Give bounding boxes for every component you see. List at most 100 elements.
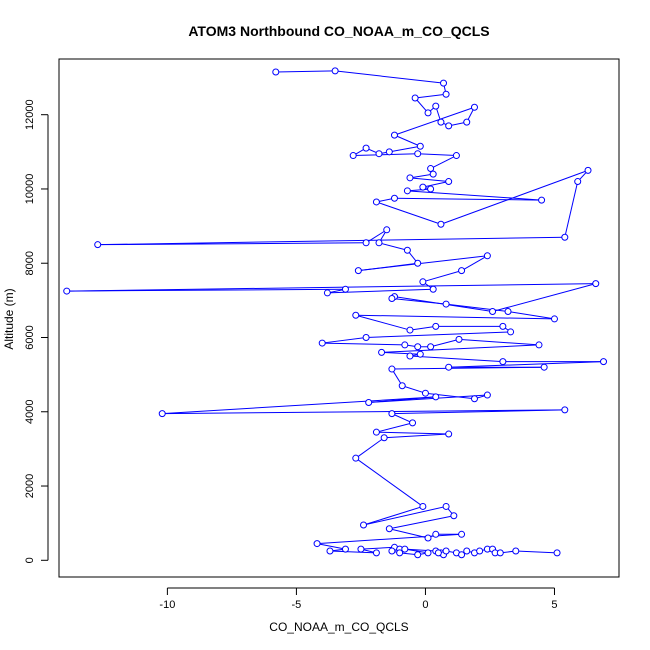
series-segment <box>355 437 385 459</box>
data-point <box>63 287 71 295</box>
data-point <box>362 144 370 152</box>
data-point <box>442 547 450 555</box>
data-point <box>429 170 437 178</box>
series-segment <box>363 505 424 526</box>
data-point <box>561 406 569 414</box>
data-point <box>507 328 515 336</box>
data-point <box>390 131 398 139</box>
data-point <box>442 300 450 308</box>
series-segment <box>409 355 503 363</box>
data-point <box>561 233 569 241</box>
series-segment <box>376 201 442 225</box>
data-point <box>326 547 334 555</box>
data-point <box>470 103 478 111</box>
data-point <box>313 540 321 548</box>
data-point <box>372 428 380 436</box>
series-lines <box>66 70 604 556</box>
data-point <box>432 322 440 330</box>
series-segment <box>322 342 405 346</box>
data-point <box>445 178 453 186</box>
data-point <box>442 502 450 510</box>
data-point <box>398 382 406 390</box>
data-point <box>341 545 349 553</box>
data-point <box>414 551 422 559</box>
data-point <box>470 395 478 403</box>
data-point <box>94 241 102 249</box>
data-point <box>483 252 491 260</box>
data-point <box>419 278 427 286</box>
data-point <box>378 348 386 356</box>
series-segment <box>329 550 377 554</box>
y-tick-label: 0 <box>24 557 36 563</box>
data-point <box>375 239 383 247</box>
series-segment <box>415 93 447 99</box>
data-point <box>424 109 432 117</box>
series-segment <box>448 361 604 368</box>
series-segment <box>417 153 457 157</box>
series-segment <box>407 190 542 201</box>
plot-frame <box>58 58 620 578</box>
series-segment <box>407 188 431 192</box>
data-point <box>375 150 383 158</box>
series-segment <box>409 173 434 179</box>
series-segment <box>360 546 395 550</box>
series-segment <box>391 366 545 370</box>
data-point <box>411 94 419 102</box>
series-segment <box>409 177 449 183</box>
series-segment <box>366 331 511 338</box>
series-segment <box>275 70 336 73</box>
series-segment <box>430 338 460 348</box>
data-point <box>452 152 460 160</box>
series-segment <box>564 181 579 238</box>
x-axis-label: CO_NOAA_m_CO_QCLS <box>269 620 408 634</box>
series-segment <box>363 505 447 526</box>
data-point <box>550 315 558 323</box>
data-point <box>421 389 429 397</box>
data-point <box>385 525 393 533</box>
data-point <box>365 398 373 406</box>
data-point <box>158 410 166 418</box>
data-point <box>592 280 600 288</box>
series-segment <box>381 344 540 353</box>
series-segment <box>389 515 454 530</box>
series-segment <box>422 270 462 283</box>
series-segment <box>353 153 418 157</box>
y-tick-label: 2000 <box>24 474 36 498</box>
y-axis-label: Altitude (m) <box>2 288 16 349</box>
series-segment <box>446 303 509 312</box>
data-point <box>380 434 388 442</box>
data-point <box>427 343 435 351</box>
series-segment <box>97 236 565 246</box>
data-point <box>445 363 453 371</box>
data-point <box>406 352 414 360</box>
series-points <box>63 67 608 559</box>
series-segment <box>358 255 488 272</box>
series-segment <box>355 314 411 331</box>
data-point <box>390 194 398 202</box>
data-point <box>401 545 409 553</box>
series-segment <box>316 543 346 550</box>
series-segment <box>162 396 436 415</box>
data-point <box>455 335 463 343</box>
data-point <box>388 365 396 373</box>
y-axis: 0 2000 4000 6000 8000 10000 12000 <box>24 99 49 563</box>
data-point <box>496 549 504 557</box>
y-tick-label: 10000 <box>24 174 36 205</box>
series-segment <box>402 385 426 394</box>
data-point <box>416 142 424 150</box>
data-point <box>388 547 396 555</box>
data-point <box>429 285 437 293</box>
series-segment <box>381 351 421 355</box>
data-point <box>331 67 339 75</box>
data-point <box>372 198 380 206</box>
x-tick-label: 5 <box>551 599 557 611</box>
series-segment <box>492 283 596 312</box>
data-point <box>406 326 414 334</box>
y-tick-label: 4000 <box>24 400 36 424</box>
data-point <box>403 246 411 254</box>
data-point <box>409 419 417 427</box>
data-point <box>499 322 507 330</box>
data-point <box>388 410 396 418</box>
series-segment <box>322 336 367 344</box>
data-point <box>416 350 424 358</box>
